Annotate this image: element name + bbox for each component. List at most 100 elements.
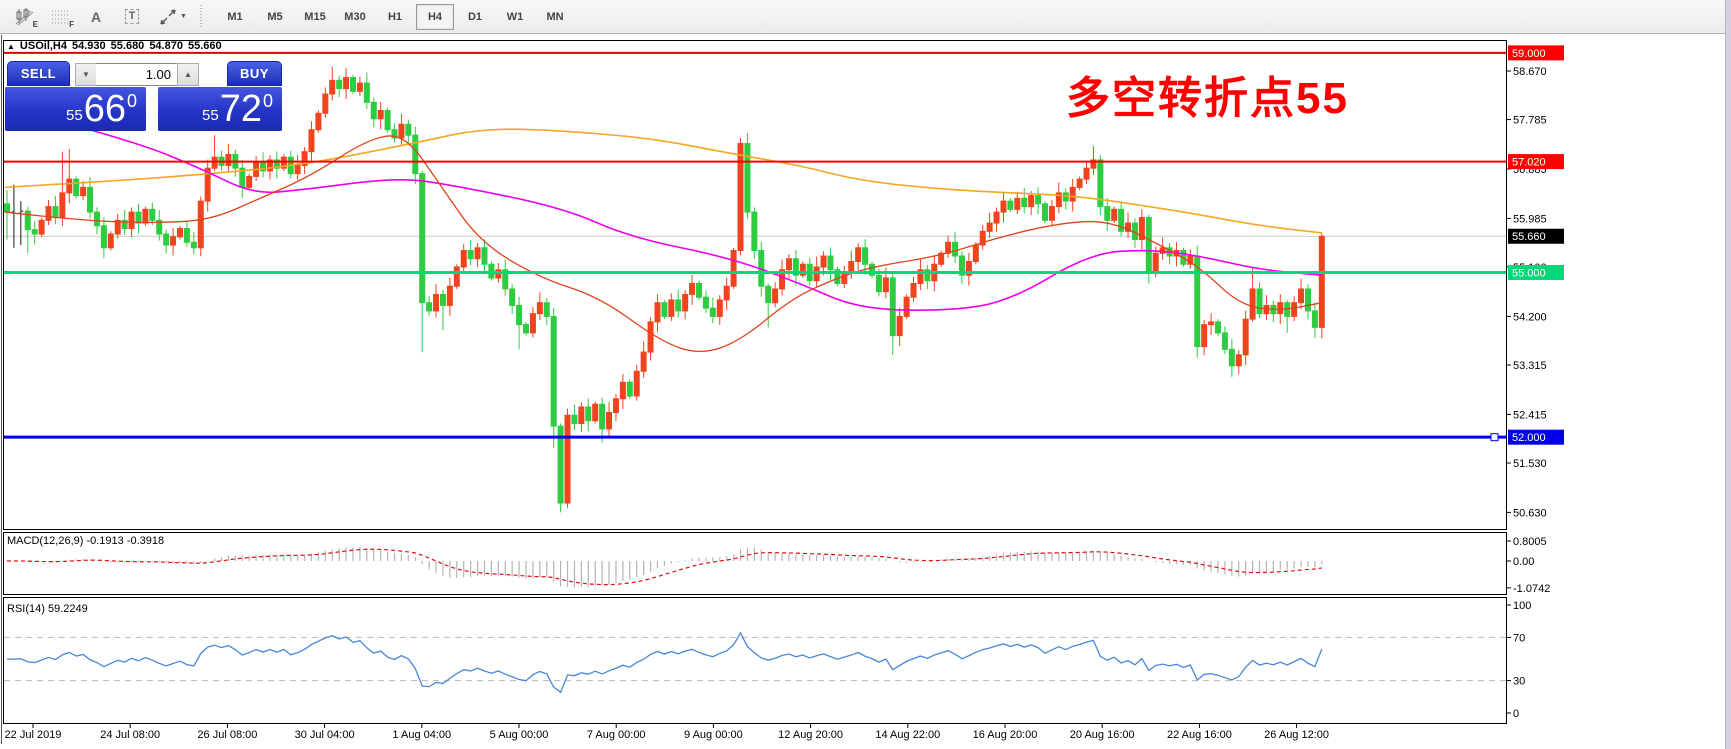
- volume-input[interactable]: [96, 63, 177, 86]
- buy-button[interactable]: BUY: [227, 61, 282, 86]
- timeframe-M5[interactable]: M5: [267, 10, 283, 23]
- macd-axis-label: 0.00: [1513, 556, 1534, 568]
- candle-body: [550, 315, 557, 427]
- timeframe-W1[interactable]: W1: [506, 10, 524, 23]
- candle-body: [4, 203, 10, 213]
- rsi-axis-label: 70: [1513, 632, 1525, 644]
- candle-body: [273, 159, 280, 169]
- candle-body: [315, 112, 322, 131]
- time-label: 24 Jul 08:00: [100, 729, 160, 741]
- candle-body: [896, 315, 903, 337]
- candle-body: [322, 93, 329, 114]
- candle-body: [1007, 200, 1014, 210]
- candle-body: [1083, 167, 1090, 180]
- candle-body: [730, 250, 737, 287]
- sell-button[interactable]: SELL: [7, 61, 70, 86]
- price-badge-text: 59.000: [1512, 48, 1546, 60]
- macd-pane[interactable]: [3, 532, 1507, 595]
- timeframe-M15[interactable]: M15: [304, 10, 326, 23]
- candle-body: [785, 258, 792, 271]
- timeframe-M1[interactable]: M1: [227, 10, 243, 23]
- text-label-tool[interactable]: A: [78, 2, 114, 31]
- candle-body: [799, 263, 806, 276]
- hline-handle[interactable]: [1490, 433, 1499, 442]
- candle-body: [38, 219, 45, 235]
- candle-body: [356, 82, 363, 92]
- candle-body: [599, 403, 606, 430]
- candle-body: [474, 247, 481, 260]
- timeframe-H1[interactable]: H1: [387, 10, 403, 23]
- time-label: 16 Aug 20:00: [973, 729, 1038, 741]
- candle-body: [294, 164, 301, 175]
- text-box-tool[interactable]: T: [114, 2, 150, 31]
- candle-body: [197, 200, 204, 249]
- candle-body: [1055, 192, 1062, 208]
- buy-price-prefix: 55: [202, 106, 219, 124]
- candle-body: [1014, 197, 1021, 210]
- arrows-tool[interactable]: ▼: [150, 2, 196, 31]
- macd-axis-label: 0.8005: [1513, 536, 1547, 548]
- sell-price-display[interactable]: 55 66 0: [5, 87, 146, 131]
- grid-icon[interactable]: F: [42, 2, 78, 31]
- price-tick-label: 57.785: [1513, 115, 1547, 127]
- candle-body: [405, 123, 412, 136]
- timeframe-MN[interactable]: MN: [546, 10, 564, 23]
- candle-body: [426, 302, 433, 312]
- candle-body: [1118, 208, 1125, 232]
- candle-body: [177, 228, 183, 238]
- rsi-pane[interactable]: [3, 597, 1507, 724]
- candle-body: [1242, 318, 1249, 356]
- candle-body: [45, 206, 52, 221]
- arrows-glyph: [160, 8, 176, 25]
- buy-price-display[interactable]: 55 72 0: [158, 87, 282, 131]
- volume-increase-button[interactable]: ▲: [177, 63, 199, 86]
- candle-body: [163, 233, 170, 246]
- candle-body: [965, 261, 972, 276]
- timeframe-D1[interactable]: D1: [467, 10, 483, 23]
- candle-body: [433, 293, 440, 312]
- price-badge-text: 52.000: [1512, 432, 1546, 444]
- candle-body: [391, 129, 398, 139]
- price-badge-text: 55.000: [1512, 267, 1546, 279]
- rsi-indicator-label: RSI(14) 59.2249: [7, 603, 88, 615]
- candle-body: [571, 414, 578, 424]
- vertical-scrollbar[interactable]: [1725, 0, 1731, 749]
- sell-price-prefix: 55: [66, 106, 83, 124]
- candle-body: [772, 288, 779, 304]
- ma-fast-red: [4, 135, 1323, 353]
- chart-edit-icon[interactable]: E: [6, 2, 42, 31]
- candle-body: [121, 219, 128, 230]
- rsi-layer: [4, 631, 1506, 694]
- sell-price-big: 66: [83, 88, 126, 130]
- candle-body: [329, 79, 336, 95]
- candle-body: [1035, 195, 1042, 205]
- candle-body: [1111, 208, 1118, 221]
- candle-body: [626, 381, 633, 397]
- timeframe-M30[interactable]: M30: [344, 10, 366, 23]
- candle-body: [765, 285, 772, 304]
- candle-body: [1028, 195, 1035, 208]
- price-badge-57.020: [1508, 154, 1564, 170]
- timeframe-H4[interactable]: H4: [416, 3, 454, 30]
- candle-body: [384, 110, 391, 131]
- tool-sub-label: F: [69, 20, 74, 29]
- candle-body: [1194, 255, 1201, 348]
- candle-body: [675, 299, 682, 312]
- candle-body: [73, 178, 80, 197]
- candle-body: [502, 269, 509, 290]
- volume-decrease-button[interactable]: ▼: [75, 63, 97, 86]
- collapse-arrow-icon[interactable]: ▲: [7, 42, 15, 51]
- candle-body: [1145, 217, 1152, 273]
- candle-body: [93, 211, 100, 227]
- candle-body: [1090, 159, 1097, 169]
- candle-body: [827, 255, 834, 271]
- candle-body: [87, 186, 94, 213]
- candle-body: [723, 285, 730, 301]
- price-badge-text: 57.020: [1512, 157, 1546, 169]
- candle-body: [1097, 159, 1104, 208]
- candle-body: [557, 425, 564, 504]
- price-tick-label: 52.415: [1513, 409, 1547, 421]
- candle-body: [834, 269, 841, 284]
- candle-body: [1048, 206, 1055, 221]
